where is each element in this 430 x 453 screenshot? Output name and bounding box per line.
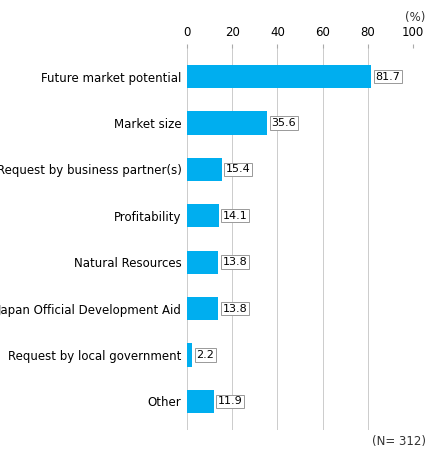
Text: (%): (%) <box>405 11 426 24</box>
Bar <box>187 343 192 366</box>
Text: 13.8: 13.8 <box>222 257 247 267</box>
Text: (N= 312): (N= 312) <box>372 435 426 448</box>
Text: 81.7: 81.7 <box>376 72 400 82</box>
Bar <box>187 297 218 320</box>
Bar <box>187 390 214 413</box>
Bar <box>187 111 267 135</box>
Bar <box>187 65 372 88</box>
Text: 14.1: 14.1 <box>223 211 248 221</box>
Bar <box>187 158 222 181</box>
Bar <box>187 204 219 227</box>
Text: 13.8: 13.8 <box>222 304 247 313</box>
Text: 2.2: 2.2 <box>196 350 214 360</box>
Text: 15.4: 15.4 <box>226 164 251 174</box>
Text: 11.9: 11.9 <box>218 396 243 406</box>
Bar <box>187 251 218 274</box>
Text: 35.6: 35.6 <box>272 118 296 128</box>
